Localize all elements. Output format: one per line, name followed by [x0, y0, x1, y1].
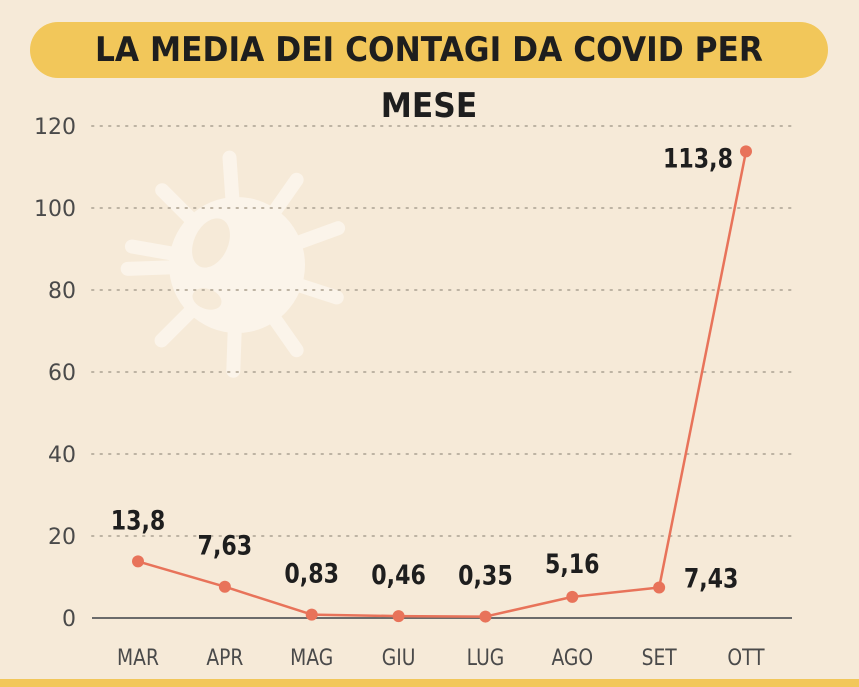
data-point	[479, 610, 492, 623]
data-label: 7,63	[198, 530, 253, 562]
data-label: 0,35	[458, 559, 513, 591]
data-point	[653, 581, 666, 594]
y-tick-label: 40	[48, 443, 76, 468]
x-tick-label: OTT	[727, 645, 765, 671]
y-tick-label: 120	[34, 115, 76, 140]
data-label: 0,83	[284, 557, 339, 589]
data-point	[739, 145, 752, 158]
x-tick-label: MAR	[117, 645, 159, 671]
y-tick-label: 60	[48, 361, 76, 386]
y-axis-ticks: 0 20 40 60 80 100 120	[34, 115, 76, 632]
data-label: 113,8	[663, 142, 733, 174]
virus-spot	[192, 288, 222, 310]
x-tick-label: APR	[206, 645, 243, 671]
bottom-rule	[0, 679, 859, 687]
data-points	[132, 145, 752, 623]
x-tick-label: MAG	[290, 645, 333, 671]
data-label: 0,46	[371, 559, 426, 591]
title-banner	[30, 22, 828, 78]
data-point	[132, 555, 144, 568]
x-tick-label: SET	[642, 645, 678, 671]
data-point	[566, 590, 579, 603]
data-labels: 13,8 7,63 0,83 0,46 0,35 5,16 7,43 113,8	[111, 142, 739, 594]
y-tick-label: 100	[34, 197, 76, 222]
data-label: 7,43	[684, 562, 739, 594]
x-tick-label: LUG	[467, 645, 505, 671]
virus-body	[169, 197, 305, 333]
series-line	[137, 151, 748, 618]
chart-title: LA MEDIA DEI CONTAGI DA COVID PER MESE	[94, 30, 763, 126]
gridlines	[91, 125, 793, 537]
x-tick-label: GIU	[382, 645, 416, 671]
y-tick-label: 80	[48, 279, 76, 304]
x-tick-label: AGO	[551, 645, 593, 671]
x-axis-ticks: MAR APR MAG GIU LUG AGO SET OTT	[117, 645, 765, 671]
y-tick-label: 0	[62, 607, 76, 632]
virus-icon	[120, 150, 346, 378]
data-point	[305, 608, 318, 621]
data-point	[392, 610, 405, 623]
data-point	[218, 580, 231, 593]
y-tick-label: 20	[48, 525, 76, 550]
data-label: 13,8	[111, 504, 166, 536]
virus-spot	[192, 218, 230, 268]
data-label: 5,16	[545, 548, 600, 580]
